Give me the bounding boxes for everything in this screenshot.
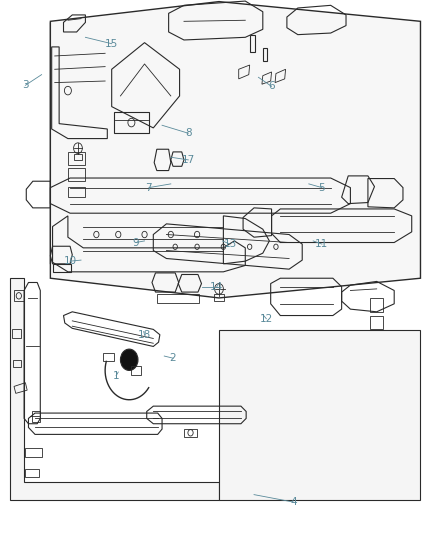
Polygon shape — [50, 2, 420, 298]
Text: 13: 13 — [223, 239, 237, 249]
Text: 5: 5 — [318, 183, 325, 192]
Text: 1: 1 — [113, 371, 120, 381]
Text: 11: 11 — [315, 239, 328, 249]
Text: 17: 17 — [182, 155, 195, 165]
Text: 7: 7 — [145, 183, 152, 192]
Polygon shape — [50, 22, 416, 278]
Text: 2: 2 — [170, 353, 177, 363]
Bar — [263, 48, 267, 61]
Polygon shape — [10, 278, 219, 500]
Text: 15: 15 — [105, 39, 118, 49]
Text: 12: 12 — [260, 314, 273, 324]
Circle shape — [120, 349, 138, 370]
Text: 4: 4 — [290, 497, 297, 507]
Text: 10: 10 — [64, 256, 77, 266]
Text: 6: 6 — [268, 82, 275, 91]
Text: 14: 14 — [210, 282, 223, 292]
Text: 3: 3 — [22, 80, 29, 90]
Bar — [250, 35, 255, 52]
Text: 9: 9 — [132, 238, 139, 247]
Polygon shape — [219, 330, 420, 500]
Text: 18: 18 — [138, 330, 151, 340]
Text: 8: 8 — [185, 128, 192, 138]
